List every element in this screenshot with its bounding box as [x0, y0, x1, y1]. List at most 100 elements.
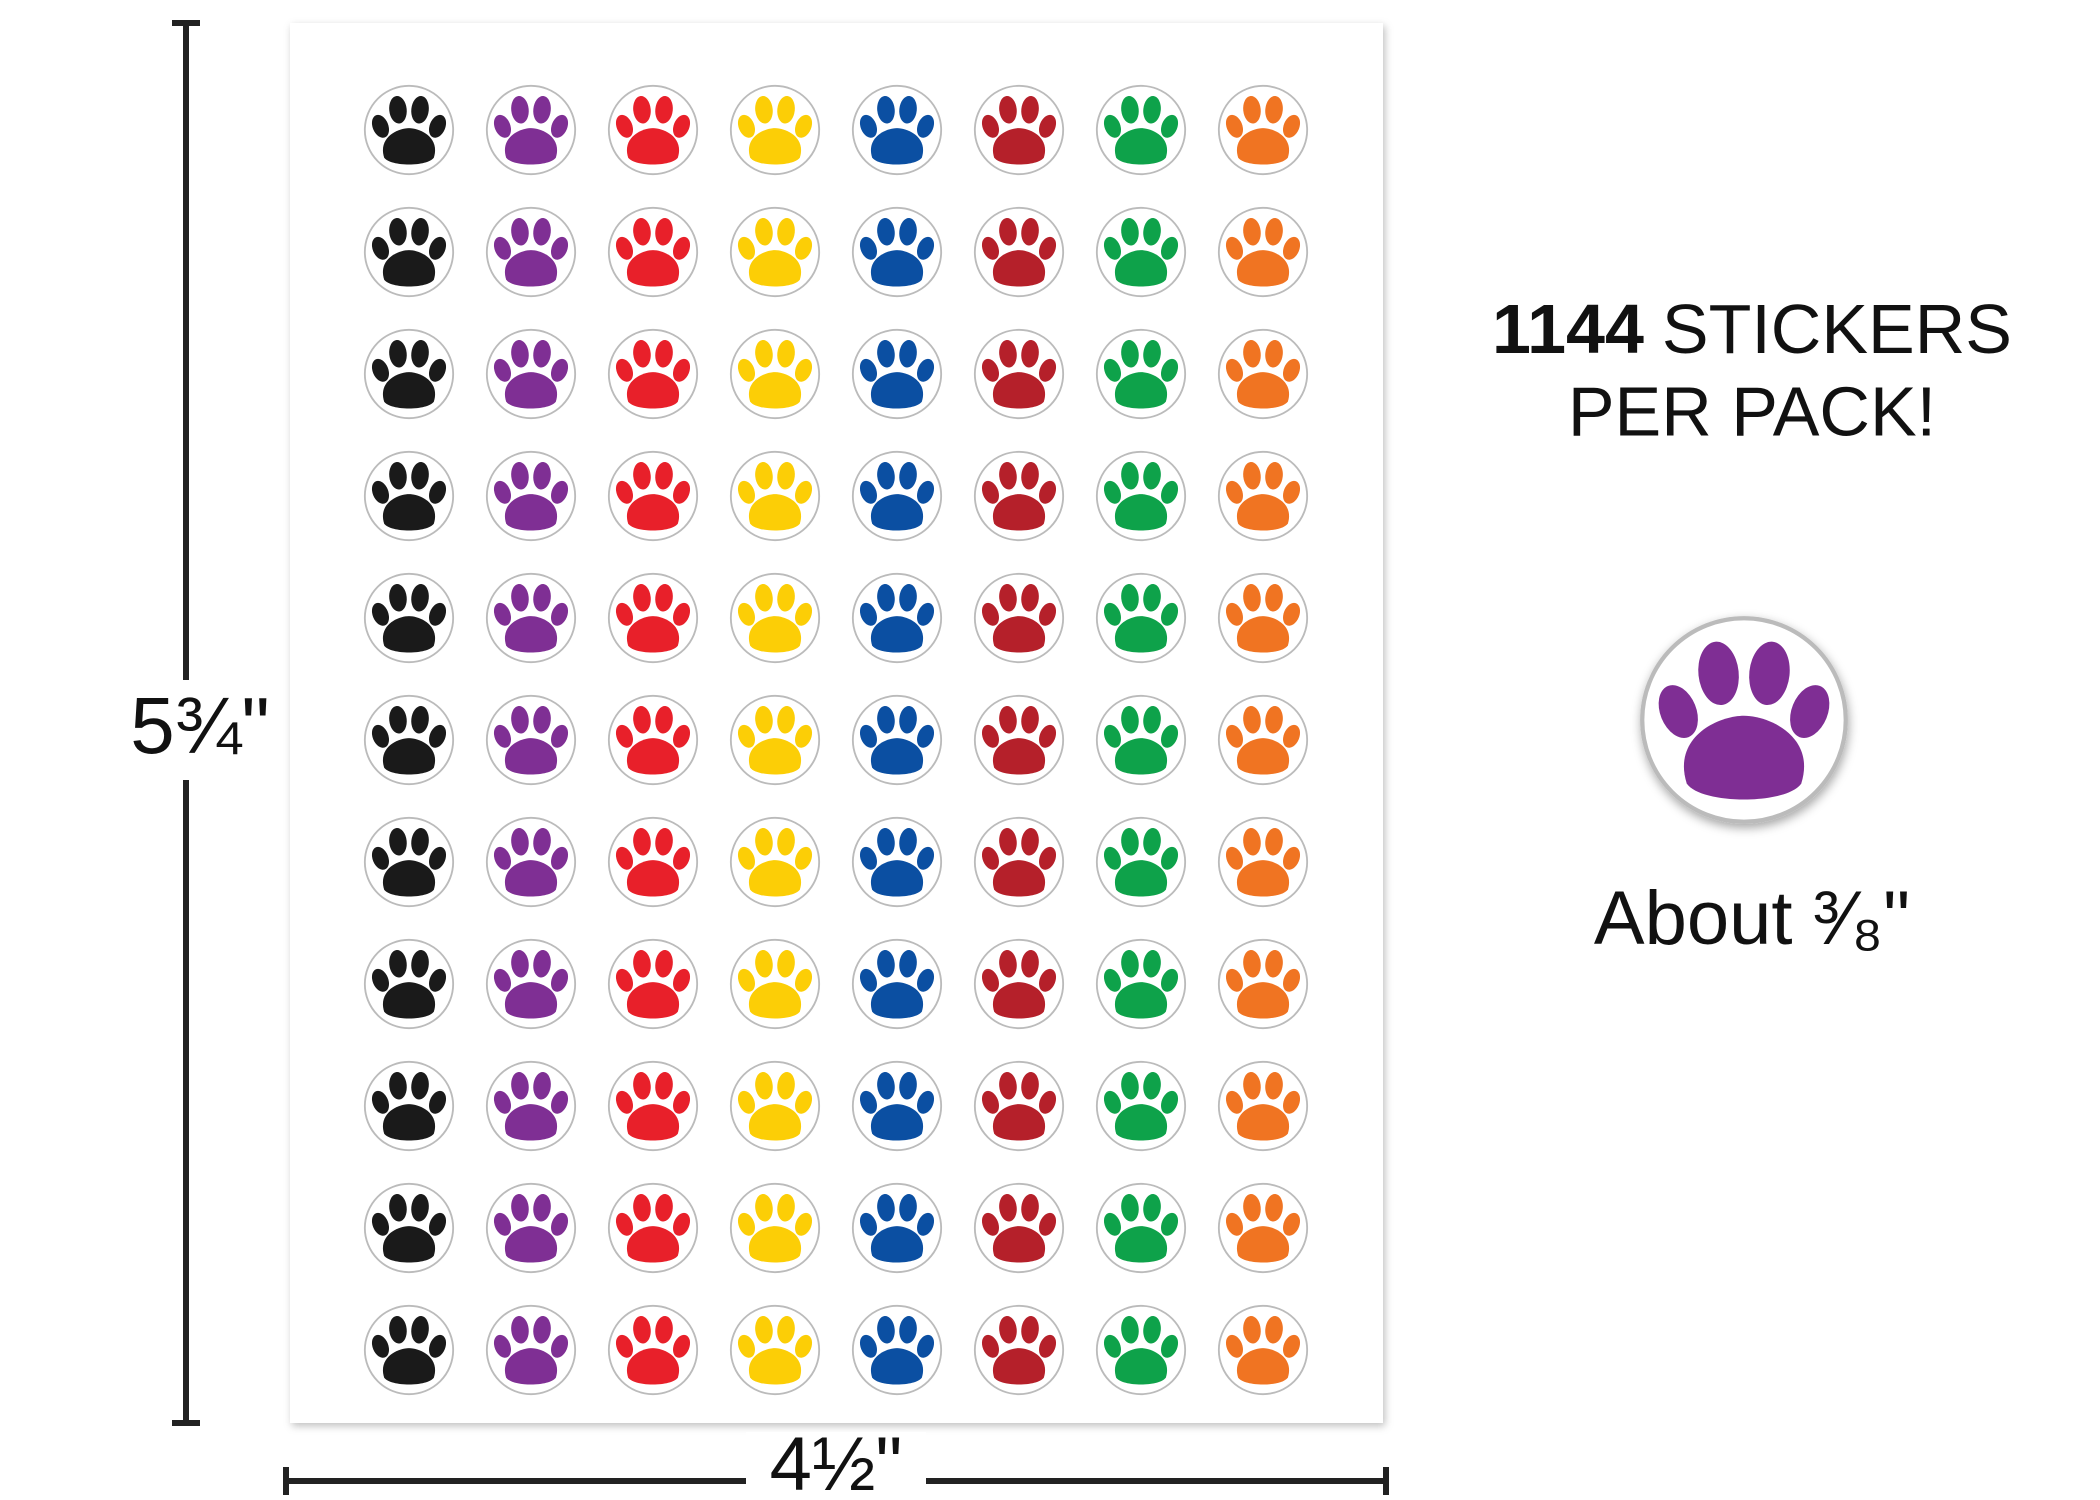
- paw-sticker: [729, 450, 821, 542]
- paw-sticker: [485, 328, 577, 420]
- paw-sticker: [485, 816, 577, 908]
- paw-sticker: [729, 206, 821, 298]
- paw-sticker: [973, 694, 1065, 786]
- paw-sticker: [485, 1060, 577, 1152]
- paw-sticker: [729, 328, 821, 420]
- headline-word: STICKERS: [1662, 290, 2012, 368]
- paw-sticker: [607, 938, 699, 1030]
- height-label: 5¾": [130, 681, 270, 770]
- width-label: 4½": [770, 1422, 903, 1500]
- paw-sticker: [1217, 572, 1309, 664]
- paw-sticker: [973, 938, 1065, 1030]
- paw-sticker: [363, 938, 455, 1030]
- paw-sticker: [1217, 1304, 1309, 1396]
- paw-sticker: [1217, 1060, 1309, 1152]
- sticker-sheet: [290, 23, 1383, 1423]
- paw-sticker: [851, 694, 943, 786]
- paw-sticker: [485, 1182, 577, 1274]
- paw-sticker: [485, 1304, 577, 1396]
- paw-sticker: [607, 328, 699, 420]
- paw-sticker: [363, 206, 455, 298]
- paw-sticker: [973, 206, 1065, 298]
- paw-sticker: [485, 84, 577, 176]
- paw-sticker: [1095, 206, 1187, 298]
- paw-sticker: [485, 694, 577, 786]
- paw-sticker: [851, 572, 943, 664]
- paw-sticker: [851, 84, 943, 176]
- paw-sticker: [729, 938, 821, 1030]
- paw-sticker: [1217, 938, 1309, 1030]
- paw-sticker: [607, 1060, 699, 1152]
- paw-sticker: [363, 694, 455, 786]
- paw-sticker: [363, 572, 455, 664]
- paw-sticker: [485, 206, 577, 298]
- paw-sticker: [607, 84, 699, 176]
- paw-sticker: [729, 1304, 821, 1396]
- paw-sticker: [1217, 206, 1309, 298]
- paw-sticker: [1095, 1060, 1187, 1152]
- paw-sticker: [1095, 572, 1187, 664]
- paw-sticker: [1217, 450, 1309, 542]
- paw-sticker: [1095, 1182, 1187, 1274]
- paw-sticker: [851, 938, 943, 1030]
- paw-sticker: [729, 694, 821, 786]
- paw-sticker: [973, 1182, 1065, 1274]
- paw-sticker: [363, 1304, 455, 1396]
- paw-sticker: [607, 1304, 699, 1396]
- paw-sticker: [1217, 328, 1309, 420]
- paw-sticker: [363, 450, 455, 542]
- paw-sticker: [973, 572, 1065, 664]
- headline-line2: PER PACK!: [1568, 372, 1936, 450]
- paw-sticker: [1217, 816, 1309, 908]
- paw-sticker: [973, 1304, 1065, 1396]
- paw-sticker: [1095, 84, 1187, 176]
- paw-sticker: [973, 1060, 1065, 1152]
- paw-sticker: [729, 816, 821, 908]
- paw-sticker: [1217, 1182, 1309, 1274]
- paw-sticker: [973, 84, 1065, 176]
- paw-sticker: [1095, 1304, 1187, 1396]
- paw-sticker: [729, 84, 821, 176]
- paw-sticker: [363, 1182, 455, 1274]
- paw-sticker: [1095, 328, 1187, 420]
- paw-sticker: [485, 572, 577, 664]
- paw-sticker: [607, 206, 699, 298]
- paw-sticker: [485, 450, 577, 542]
- paw-sticker: [363, 328, 455, 420]
- paw-sticker: [607, 694, 699, 786]
- sticker-size-label: About ³⁄₈": [1594, 876, 1910, 961]
- label-backdrop: [746, 1432, 926, 1500]
- paw-sticker: [363, 1060, 455, 1152]
- sample-sticker: [1642, 618, 1846, 822]
- paw-sticker: [363, 84, 455, 176]
- paw-sticker: [607, 816, 699, 908]
- paw-sticker: [851, 816, 943, 908]
- paw-sticker: [607, 572, 699, 664]
- paw-sticker: [729, 1182, 821, 1274]
- paw-sticker: [973, 816, 1065, 908]
- paw-sticker: [729, 572, 821, 664]
- paw-sticker: [1095, 694, 1187, 786]
- paw-sticker: [729, 1060, 821, 1152]
- paw-sticker: [607, 450, 699, 542]
- paw-sticker: [1095, 938, 1187, 1030]
- paw-sticker: [1095, 816, 1187, 908]
- paw-sticker: [607, 1182, 699, 1274]
- paw-sticker: [973, 450, 1065, 542]
- paw-sticker: [485, 938, 577, 1030]
- paw-sticker: [851, 450, 943, 542]
- paw-sticker: [851, 1304, 943, 1396]
- paw-sticker: [851, 328, 943, 420]
- paw-sticker: [1095, 450, 1187, 542]
- headline-line1: 1144 STICKERS: [1492, 290, 2012, 368]
- paw-sticker: [1217, 84, 1309, 176]
- sticker-count: 1144: [1492, 290, 1644, 368]
- paw-sticker: [851, 1182, 943, 1274]
- paw-sticker: [973, 328, 1065, 420]
- paw-sticker: [851, 206, 943, 298]
- paw-sticker: [363, 816, 455, 908]
- paw-sticker: [1217, 694, 1309, 786]
- label-backdrop: [120, 680, 280, 780]
- paw-sticker: [851, 1060, 943, 1152]
